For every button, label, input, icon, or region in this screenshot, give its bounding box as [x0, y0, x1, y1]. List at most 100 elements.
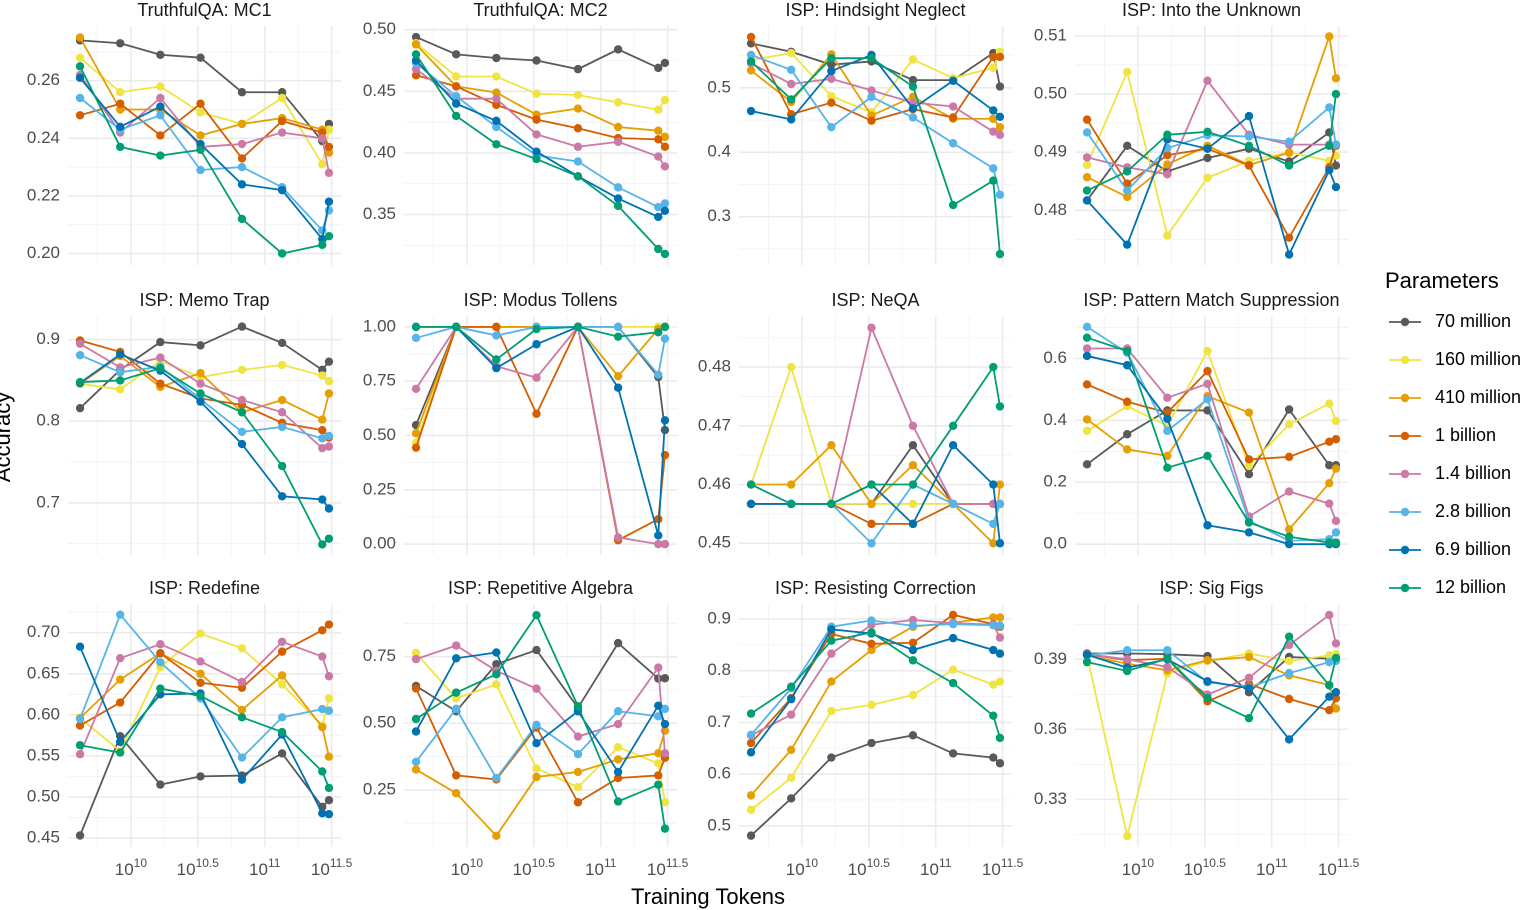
data-point [324, 534, 334, 543]
data-point [573, 172, 583, 181]
series-line [415, 641, 665, 713]
data-point [492, 94, 501, 103]
series-line [750, 668, 1001, 811]
data-point [1284, 148, 1294, 157]
data-point [1163, 451, 1172, 461]
data-point [995, 499, 1005, 509]
data-point [411, 32, 421, 42]
data-point [1284, 632, 1294, 641]
panel: 0.5 0.6 0.7 0.8 0.9 ISP: Resisting Correction… [707, 578, 1023, 879]
panel-title: TruthfulQA: MC2 [473, 0, 607, 20]
data-point [1203, 451, 1212, 461]
data-point [613, 773, 623, 783]
series-line [415, 53, 666, 255]
series-line [1086, 78, 1336, 176]
data-point [196, 139, 205, 149]
data-point [1325, 141, 1334, 150]
data-point [75, 33, 85, 42]
data-point [1244, 528, 1254, 537]
series-line [750, 57, 1001, 255]
data-point [1284, 405, 1294, 414]
data-point [867, 519, 876, 529]
series-line [79, 734, 330, 836]
y-tick-label: 0.20 [27, 243, 60, 262]
panel-title: TruthfulQA: MC1 [137, 0, 271, 20]
data-point [492, 88, 501, 97]
data-point [867, 639, 876, 649]
data-point [1331, 694, 1341, 703]
data-point [908, 113, 918, 122]
legend-item: 70 million [1389, 311, 1511, 331]
data-point [786, 115, 796, 124]
data-point [654, 771, 663, 780]
legend: Parameters 70 million 160 million 410 mill… [1385, 268, 1521, 597]
data-point [75, 403, 85, 413]
data-point [989, 176, 998, 185]
series-line [415, 43, 666, 138]
data-point [1082, 460, 1092, 469]
data-point [318, 128, 327, 137]
y-tick-label: 0.49 [1034, 142, 1067, 161]
data-point [1331, 528, 1341, 537]
data-point [613, 707, 623, 716]
data-point [411, 443, 421, 452]
data-point [660, 95, 670, 105]
data-point [660, 824, 670, 833]
data-point [277, 492, 287, 501]
x-tick-label: 1010 [451, 856, 484, 879]
data-point [1122, 361, 1132, 370]
data-point [277, 647, 287, 656]
y-tick-label: 0.48 [1034, 200, 1067, 219]
data-point [277, 249, 287, 258]
y-tick-label: 0.45 [363, 81, 396, 100]
series-line [416, 325, 666, 536]
panel: 0.45 0.46 0.47 0.48 ISP: NeQA [698, 290, 1012, 555]
data-point [1163, 231, 1172, 240]
data-point [492, 670, 501, 679]
data-point [654, 152, 663, 161]
data-point [1244, 673, 1254, 682]
series-line [79, 65, 330, 255]
data-point [573, 767, 583, 777]
data-point [1331, 140, 1341, 149]
panel-title: ISP: Hindsight Neglect [785, 0, 965, 20]
data-point [908, 621, 918, 630]
data-point [1163, 463, 1172, 472]
data-point [1122, 179, 1132, 188]
legend-key-point [1400, 583, 1410, 593]
data-point [613, 638, 623, 648]
data-point [75, 831, 85, 840]
data-point [237, 408, 247, 417]
y-tick-label: 0.48 [698, 357, 731, 376]
data-point [660, 334, 670, 343]
data-point [196, 108, 205, 117]
data-point [277, 713, 287, 722]
data-point [995, 249, 1005, 259]
data-point [277, 727, 287, 737]
series-line [415, 644, 666, 754]
data-point [1203, 127, 1212, 137]
data-point [746, 499, 756, 509]
y-tick-label: 0.9 [36, 329, 60, 348]
data-point [318, 704, 327, 714]
series-line [415, 652, 666, 803]
data-point [196, 397, 205, 406]
data-point [1203, 406, 1212, 415]
y-tick-label: 0.51 [1034, 25, 1067, 44]
series-line [415, 68, 666, 167]
data-point [196, 341, 205, 350]
series-line [79, 39, 330, 143]
panel: 0.45 0.50 0.55 0.60 0.65 0.70 ISP: Redefine 101… [27, 578, 353, 879]
data-point [995, 130, 1005, 140]
data-point [827, 122, 836, 132]
data-point [277, 395, 287, 405]
data-point [237, 214, 247, 224]
panel: 0.48 0.49 0.50 0.51 ISP: Into the Unknown [1034, 0, 1348, 265]
legend-key-point [1400, 469, 1410, 479]
data-point [1122, 646, 1132, 655]
data-point [573, 142, 583, 151]
data-point [115, 610, 125, 619]
data-point [318, 722, 327, 732]
data-point [746, 57, 756, 66]
